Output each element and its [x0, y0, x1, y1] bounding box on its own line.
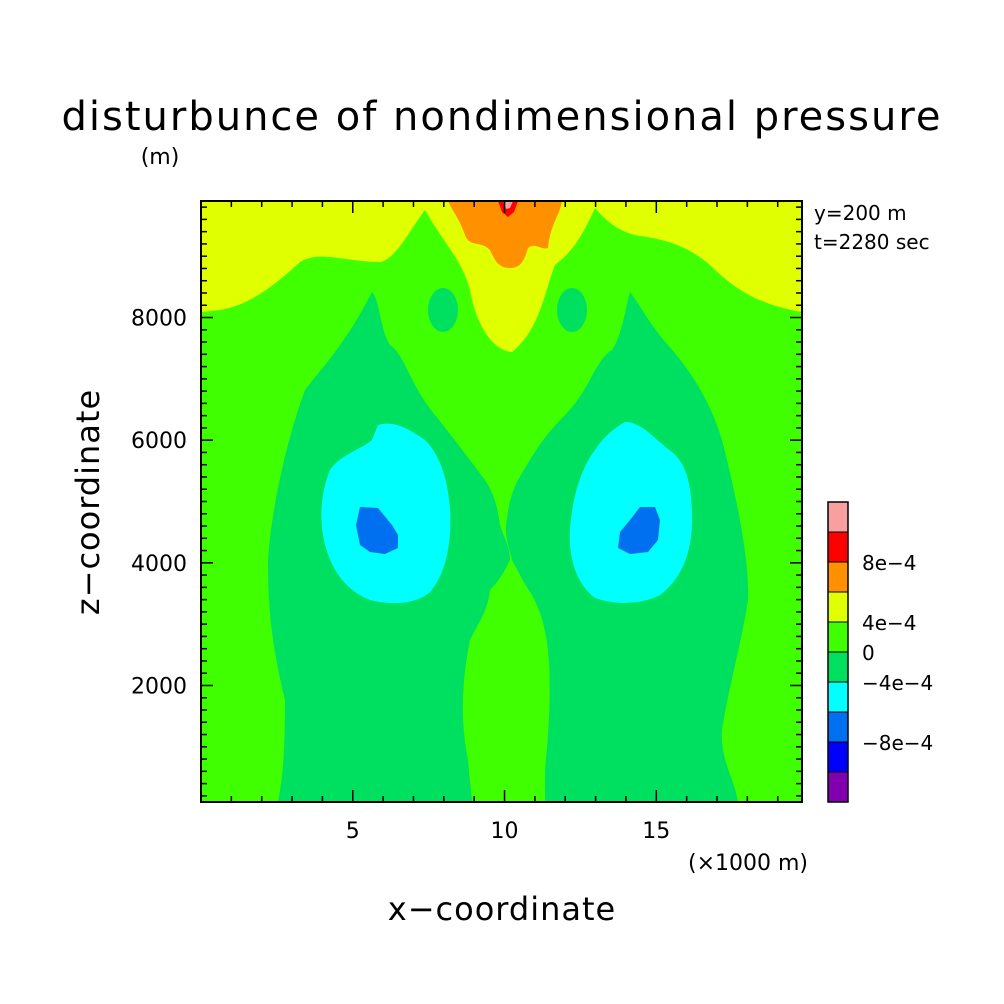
green-patch-left — [428, 288, 458, 332]
y-tick-label: 4000 — [131, 552, 187, 577]
y-tick-label: 2000 — [131, 674, 187, 699]
colorbar-swatch — [827, 621, 849, 653]
contour-cyan-right — [569, 422, 692, 603]
contour-positive-top — [201, 201, 802, 352]
colorbar-swatch — [827, 501, 849, 533]
contour-blue-left — [356, 507, 398, 554]
info-t: t=2280 sec — [814, 230, 930, 254]
colorbar-swatch — [827, 561, 849, 593]
colorbar-swatch — [827, 711, 849, 743]
contour-orange — [448, 201, 562, 268]
colorbar-label: −4e−4 — [862, 671, 933, 695]
x-axis-label: x−coordinate — [388, 890, 616, 928]
chart-title: disturbunce of nondimensional pressure — [62, 94, 943, 140]
colorbar-label: 4e−4 — [862, 611, 917, 635]
contour-blue-right — [618, 507, 660, 554]
colorbar-label: −8e−4 — [862, 731, 933, 755]
y-tick-label: 6000 — [131, 429, 187, 454]
colorbar-label: 0 — [862, 641, 875, 665]
colorbar-swatch — [827, 681, 849, 713]
x-tick-label: 5 — [346, 819, 360, 844]
colorbar-swatch — [827, 651, 849, 683]
info-y: y=200 m — [814, 201, 907, 225]
y-tick-label: 8000 — [131, 307, 187, 332]
y-unit-label: (m) — [141, 145, 180, 170]
contour-cyan-left — [321, 423, 451, 604]
colorbar-swatch — [827, 531, 849, 563]
colorbar-swatch — [827, 771, 849, 803]
colorbar-frame — [827, 501, 849, 803]
x-tick-label: 15 — [642, 819, 670, 844]
x-unit-label: (×1000 m) — [688, 851, 808, 876]
contour-red — [498, 201, 518, 217]
green-patch-right — [557, 288, 587, 332]
x-tick-label: 10 — [491, 819, 519, 844]
axes: 5 10 15 2000 4000 6000 8000 — [131, 201, 802, 844]
colorbar: −8e−4 −4e−4 0 4e−4 8e−4 — [827, 501, 933, 803]
colorbar-swatch — [827, 591, 849, 623]
colorbar-swatch — [827, 741, 849, 773]
y-axis-label: z−coordinate — [69, 389, 107, 615]
plot-area — [200, 200, 803, 803]
contour-pink — [503, 201, 513, 209]
colorbar-label: 8e−4 — [862, 551, 917, 575]
